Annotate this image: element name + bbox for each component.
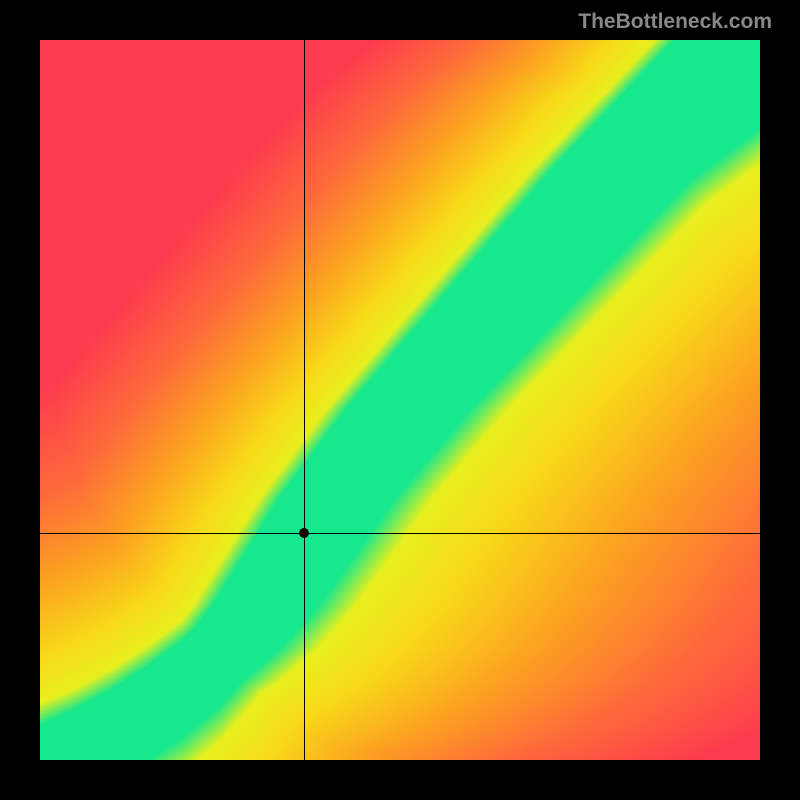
crosshair-horizontal [40, 533, 760, 534]
selection-marker[interactable] [299, 528, 309, 538]
watermark-text: TheBottleneck.com [578, 10, 772, 34]
heatmap-canvas [40, 40, 760, 760]
plot-area [40, 40, 760, 760]
crosshair-vertical [304, 40, 305, 760]
chart-container: TheBottleneck.com [0, 0, 800, 800]
